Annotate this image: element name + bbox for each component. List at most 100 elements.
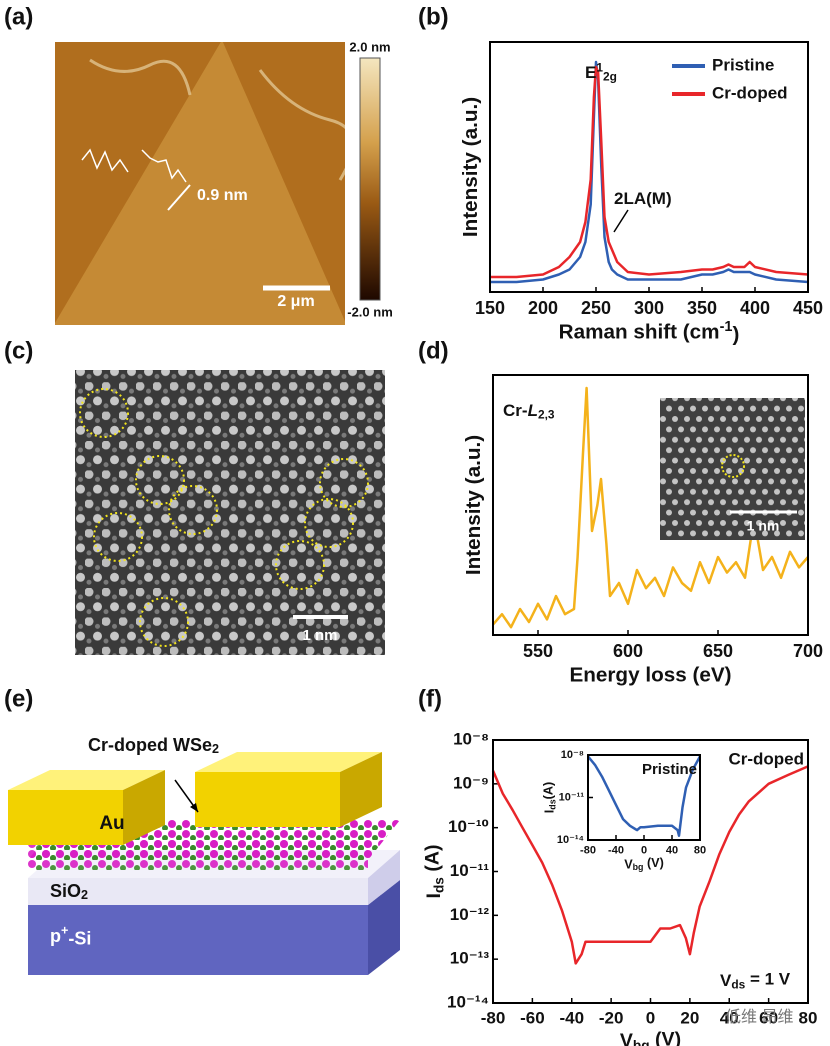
text-part: L (528, 401, 538, 420)
text-part: (A) (542, 782, 556, 800)
annotation: 2LA(M) (614, 189, 672, 208)
x-tick-label: 350 (687, 298, 717, 318)
text-part: V (624, 858, 633, 872)
text-part: Intensity (a.u.) (459, 97, 482, 237)
panel-label: (e) (4, 685, 33, 712)
x-tick-label: 300 (634, 298, 664, 318)
schematic-label: Au (99, 813, 124, 834)
defect-marker (721, 454, 745, 478)
annotation: 0.9 nm (197, 187, 248, 204)
x-tick-label: -40 (559, 1009, 584, 1028)
watermark: 低维 昂维 (725, 1008, 793, 1026)
afm-image (55, 42, 345, 325)
panel-label: (c) (4, 337, 33, 364)
scale-bar-label: 1 nm (302, 627, 337, 644)
series-label: Cr-doped (728, 749, 804, 768)
y-tick-label: 10⁻¹² (450, 905, 490, 924)
text-part: ) (732, 324, 739, 347)
x-tick-label: 700 (793, 641, 823, 661)
x-tick-label: 80 (799, 1009, 818, 1028)
text-part: 2g (603, 70, 617, 84)
y-tick-label: 10⁻¹¹ (450, 861, 490, 880)
y-tick-label: 10⁻¹⁴ (447, 992, 489, 1011)
plot-frame (587, 754, 701, 841)
x-tick-label: -20 (599, 1009, 624, 1028)
x-tick-label: 0 (641, 844, 647, 856)
panel-label: (a) (4, 3, 33, 30)
text-part: -Si (68, 928, 91, 948)
text-part: I (423, 893, 445, 898)
colorbar-label: -2.0 nm (347, 304, 393, 319)
text-part: (V) (643, 857, 663, 871)
x-axis-label: Raman shift (cm-1) (559, 319, 740, 347)
device-schematic (8, 752, 400, 975)
inset-image (660, 398, 805, 540)
text-part: + (61, 924, 68, 938)
x-tick-label: -80 (580, 844, 596, 856)
x-tick-label: 600 (613, 641, 643, 661)
stem-image (75, 370, 385, 655)
x-tick-label: -60 (520, 1009, 545, 1028)
annotation-arrow (613, 209, 629, 233)
text-part: Cr- (503, 401, 528, 420)
text-part: E (585, 63, 596, 82)
y-axis-label: Intensity (a.u.) (459, 97, 482, 237)
y-tick-label: 10⁻¹⁰ (448, 817, 489, 836)
text-part: 1 (596, 61, 603, 75)
text-part: (A) (422, 845, 444, 878)
schematic-label: Cr-doped WSe2 (88, 735, 219, 756)
text-part: (V) (650, 1028, 681, 1046)
x-tick-label: 250 (581, 298, 611, 318)
x-tick-label: 0 (646, 1009, 655, 1028)
text-part: Energy loss (eV) (569, 664, 731, 687)
text-part: V (720, 971, 732, 990)
panel-label: (d) (418, 337, 449, 364)
y-tick-label: 10⁻¹⁴ (557, 834, 584, 846)
x-tick-label: 60 (759, 1009, 778, 1028)
text-part: ds (548, 799, 558, 809)
series-line (491, 765, 809, 965)
x-tick-label: 650 (703, 641, 733, 661)
series-line (587, 755, 702, 837)
series-line (490, 60, 809, 284)
schematic-label: SiO2 (50, 881, 88, 902)
schematic-label: p+-Si (50, 924, 91, 949)
colorbar (359, 57, 381, 301)
x-tick-label: 400 (740, 298, 770, 318)
text-part: 2 (81, 888, 88, 902)
annotation: Vds = 1 V (720, 970, 791, 992)
text-part: = 1 V (745, 970, 791, 989)
y-axis-label: Intensity (a.u.) (462, 435, 485, 575)
text-part: ds (431, 877, 446, 893)
legend-label: Cr-doped (712, 83, 788, 102)
x-tick-label: 150 (475, 298, 505, 318)
series-line (492, 386, 809, 629)
text-part: Cr-doped WSe (88, 735, 212, 755)
x-tick-label: -80 (481, 1009, 506, 1028)
plot-frame (492, 739, 809, 1004)
series-line (490, 65, 809, 279)
x-tick-label: -40 (608, 844, 624, 856)
text-part: -1 (720, 319, 733, 335)
y-axis-label: Ids(A) (542, 782, 558, 813)
panel-label: (f) (418, 685, 442, 712)
text-part: bg (633, 862, 644, 872)
text-part: 2,3 (538, 408, 555, 422)
y-tick-label: 10⁻¹³ (450, 949, 490, 968)
plot-frame (492, 374, 809, 636)
x-tick-label: 80 (694, 844, 706, 856)
y-tick-label: 10⁻⁸ (561, 749, 584, 761)
text-part: 2 (212, 742, 219, 756)
annotation: Cr-L2,3 (503, 401, 555, 421)
x-axis-label: Vbg (V) (620, 1028, 681, 1046)
series-label: Pristine (642, 761, 697, 778)
x-tick-label: 40 (666, 844, 678, 856)
y-tick-label: 10⁻¹¹ (559, 791, 585, 803)
annotation: E12g (585, 61, 617, 84)
colorbar-label: 2.0 nm (349, 39, 390, 54)
x-axis-label: Vbg (V) (624, 857, 664, 873)
panel-label: (b) (418, 3, 449, 30)
defect-markers (79, 388, 369, 647)
text-part: bg (633, 1038, 650, 1046)
